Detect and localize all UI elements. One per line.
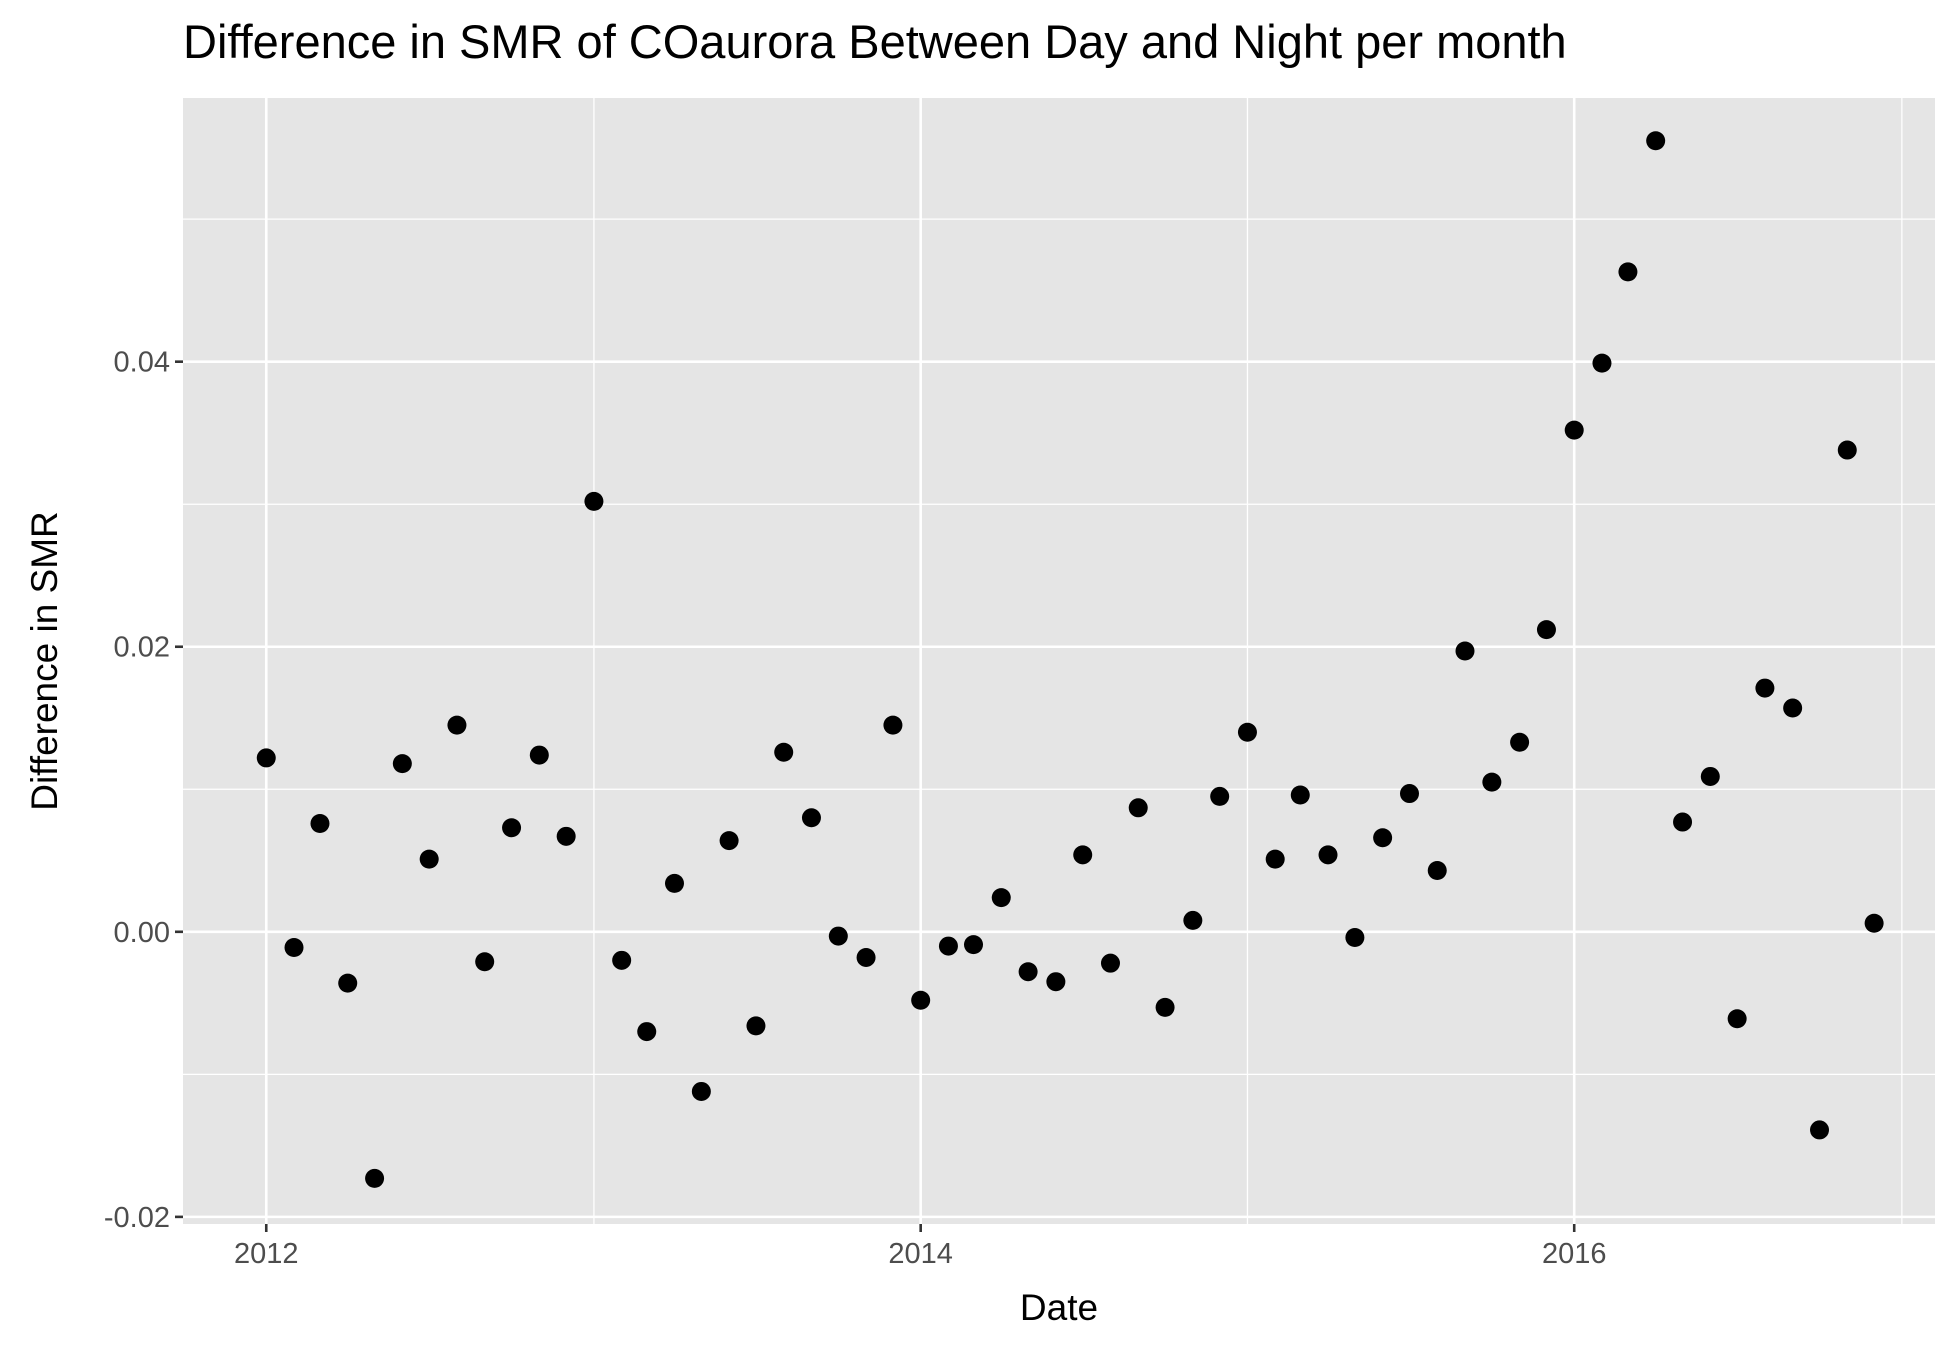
data-point xyxy=(1073,845,1093,865)
data-point xyxy=(447,715,467,735)
data-point xyxy=(1237,722,1257,742)
data-point xyxy=(1564,420,1584,440)
data-point xyxy=(637,1022,657,1042)
major-gridlines xyxy=(183,98,1935,1224)
data-point xyxy=(691,1081,711,1101)
data-point xyxy=(1210,786,1230,806)
x-tick-label: 2012 xyxy=(234,1238,299,1270)
data-point xyxy=(991,888,1011,908)
x-axis: 2012 2014 2016 xyxy=(234,1224,1606,1270)
y-tick-label: 0.04 xyxy=(114,347,170,379)
data-point xyxy=(284,937,304,957)
data-point xyxy=(502,818,522,838)
data-point xyxy=(1100,953,1120,973)
data-point xyxy=(1455,641,1475,661)
data-point xyxy=(256,748,276,768)
data-point xyxy=(1373,828,1393,848)
y-axis: -0.02 0.00 0.02 0.04 xyxy=(104,347,183,1234)
data-point xyxy=(883,715,903,735)
data-point xyxy=(1592,353,1612,373)
data-point xyxy=(1864,913,1884,933)
data-point xyxy=(612,950,632,970)
y-tick-label: -0.02 xyxy=(104,1202,170,1234)
data-point xyxy=(1290,785,1310,805)
data-point xyxy=(1536,620,1556,640)
data-point xyxy=(1618,262,1638,282)
data-point xyxy=(365,1168,385,1188)
data-point xyxy=(801,808,821,828)
data-point xyxy=(1837,440,1857,460)
data-point xyxy=(1646,131,1666,151)
data-point xyxy=(419,849,439,869)
plot-panel xyxy=(183,98,1935,1224)
data-point xyxy=(1265,849,1285,869)
data-point xyxy=(529,745,549,765)
data-point xyxy=(1046,972,1066,992)
y-tick-label: 0.00 xyxy=(114,917,170,949)
data-point xyxy=(964,935,984,955)
x-axis-title: Date xyxy=(1020,1287,1098,1328)
data-point xyxy=(1345,928,1365,948)
data-point xyxy=(1783,698,1803,718)
data-point xyxy=(938,936,958,956)
data-point xyxy=(911,990,931,1010)
data-point xyxy=(584,491,604,511)
data-point xyxy=(1155,997,1175,1017)
data-point xyxy=(1810,1120,1830,1140)
data-point xyxy=(1018,962,1038,982)
minor-gridlines xyxy=(183,98,1935,1224)
data-point xyxy=(1128,798,1148,818)
data-point xyxy=(828,926,848,946)
data-point xyxy=(1673,812,1693,832)
data-point xyxy=(719,831,739,851)
data-point xyxy=(856,947,876,967)
data-point xyxy=(1183,910,1203,930)
x-tick-label: 2014 xyxy=(888,1238,953,1270)
data-point xyxy=(1727,1009,1747,1029)
data-point xyxy=(1427,861,1447,881)
data-point xyxy=(746,1016,766,1036)
data-point xyxy=(1755,678,1775,698)
data-point xyxy=(1700,766,1720,786)
data-point xyxy=(310,813,330,833)
data-point xyxy=(338,973,358,993)
data-point xyxy=(392,754,412,774)
data-point xyxy=(664,873,684,893)
data-point xyxy=(1399,784,1419,804)
y-tick-label: 0.02 xyxy=(114,632,170,664)
data-point xyxy=(1318,845,1338,865)
data-points xyxy=(256,131,1884,1188)
data-point xyxy=(1510,732,1530,752)
data-point xyxy=(556,826,576,846)
data-point xyxy=(1482,772,1502,792)
y-axis-title: Difference in SMR xyxy=(24,511,65,811)
data-point xyxy=(475,952,495,972)
chart-title: Difference in SMR of COaurora Between Da… xyxy=(183,15,1567,68)
x-tick-label: 2016 xyxy=(1542,1238,1607,1270)
data-point xyxy=(774,742,794,762)
